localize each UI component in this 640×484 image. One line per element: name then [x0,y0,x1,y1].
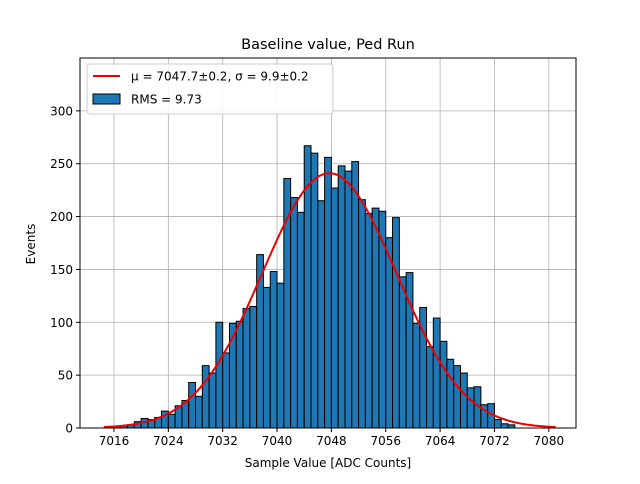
histogram-bar [337,165,346,429]
histogram-bar [249,305,258,429]
histogram-bar [215,321,224,429]
x-tick-label: 7064 [425,434,456,448]
y-tick-label: 100 [50,316,73,330]
histogram-bar [364,212,373,429]
histogram-bar [426,346,434,429]
histogram-bar [324,156,332,429]
x-axis-label: Sample Value [ADC Counts] [245,456,411,470]
legend-histogram-swatch [92,93,121,105]
plot-frame [79,57,577,429]
gaussian-fit-curve [103,172,556,429]
histogram-bar [290,197,298,429]
y-axis-label: Events [24,224,38,265]
y-tick-label: 250 [50,157,73,171]
histogram-bar [317,200,326,429]
x-tick-label: 7056 [370,434,401,448]
legend: μ = 7047.7±0.2, σ = 9.9±0.2 RMS = 9.73 [86,63,334,115]
tick-labels: 7016 7024 7032 7040 7048 7056 7064 7072 7080 0 50 1… [50,104,564,448]
legend-box [86,63,334,115]
histogram-bar [466,387,475,429]
histogram-bar [296,211,305,429]
histogram-bar [392,217,400,429]
histogram-bar [398,276,407,429]
histogram-bar [493,419,502,429]
histogram-bar [276,282,285,429]
histogram-bar [195,395,203,429]
legend-histogram-label: RMS = 9.73 [131,93,202,107]
histogram-bar [439,340,448,429]
y-tick-label: 0 [65,422,73,436]
legend-fit-label: μ = 7047.7±0.2, σ = 9.9±0.2 [131,70,309,84]
histogram-bar [208,372,217,429]
histogram-bar [500,423,509,429]
histogram-bar [412,322,421,429]
histogram-bar [351,161,360,429]
histogram-bar [269,271,278,429]
axes [76,57,577,432]
x-tick-label: 7080 [534,434,565,448]
histogram-bar [446,358,455,429]
x-tick-label: 7072 [479,434,510,448]
histogram-bar [235,320,244,429]
histogram-bar [371,207,380,429]
histogram-bar [378,210,387,429]
x-tick-label: 7024 [153,434,184,448]
y-tick-label: 50 [58,369,73,383]
y-tick-label: 300 [50,104,73,118]
histogram-bar [188,382,197,429]
y-tick-label: 150 [50,263,73,277]
histogram-bar [459,372,468,429]
histogram-bar [385,237,394,429]
histogram-bar [222,352,230,429]
histogram-bar [310,152,319,429]
histogram-bar [201,365,210,429]
histogram-bar [453,365,461,429]
histogram-bar [344,170,353,429]
histogram-bar [330,187,339,429]
histogram-bar [358,199,366,429]
chart-title: Baseline value, Ped Run [241,37,415,53]
y-tick-label: 200 [50,210,73,224]
histogram-bar [262,286,271,429]
histogram-bar [242,308,251,429]
x-tick-label: 7032 [207,434,238,448]
x-tick-label: 7040 [262,434,293,448]
histogram-bar [432,317,441,429]
histogram-bar [167,413,176,429]
x-tick-label: 7048 [316,434,347,448]
x-tick-label: 7016 [99,434,130,448]
